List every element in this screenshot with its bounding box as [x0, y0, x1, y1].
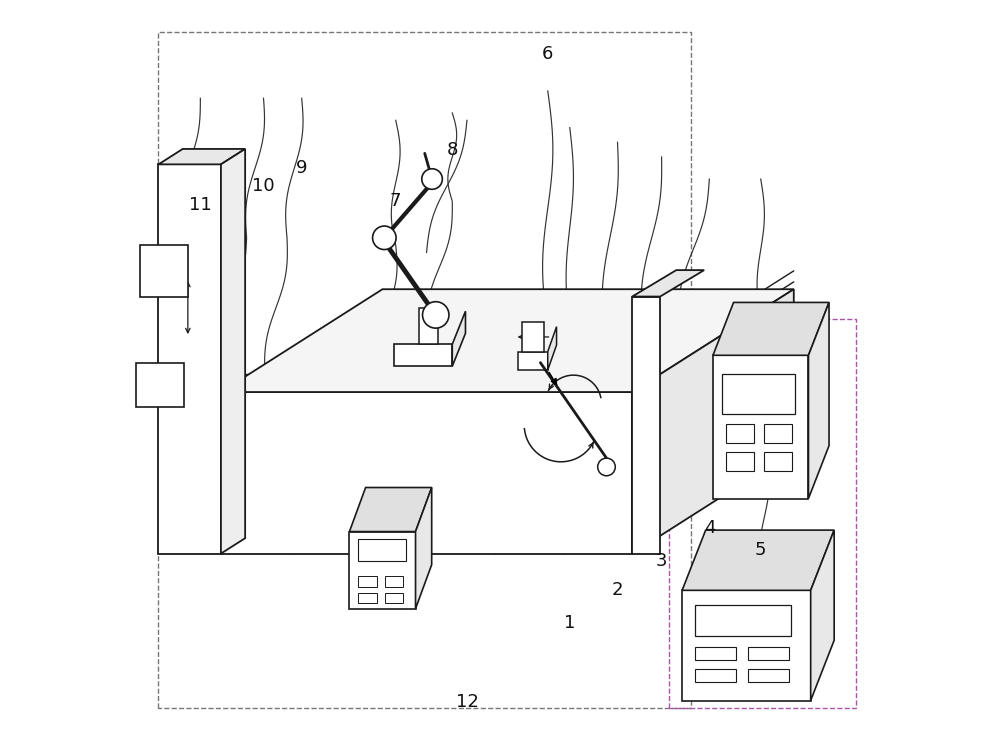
Polygon shape	[632, 297, 660, 554]
Circle shape	[423, 302, 449, 328]
Bar	[518, 352, 548, 370]
Bar	[748, 669, 789, 682]
Text: 11: 11	[189, 196, 212, 214]
Bar	[385, 576, 403, 587]
Polygon shape	[452, 312, 465, 366]
Polygon shape	[158, 164, 221, 554]
Text: 7: 7	[390, 192, 401, 210]
Bar	[695, 669, 736, 682]
Bar	[385, 593, 403, 603]
Bar	[140, 245, 188, 297]
Polygon shape	[632, 289, 794, 554]
Polygon shape	[808, 303, 829, 499]
Bar	[394, 344, 452, 366]
Polygon shape	[221, 392, 632, 554]
Text: 1: 1	[564, 614, 575, 633]
Bar	[522, 322, 544, 351]
Polygon shape	[632, 270, 704, 297]
Text: 10: 10	[252, 178, 275, 195]
Bar	[136, 363, 184, 407]
Polygon shape	[158, 149, 245, 164]
Bar	[726, 424, 754, 443]
Polygon shape	[713, 303, 829, 355]
Polygon shape	[416, 488, 432, 609]
Text: 4: 4	[704, 519, 715, 537]
Polygon shape	[682, 530, 834, 591]
Polygon shape	[811, 530, 834, 701]
Bar	[358, 539, 406, 561]
Bar	[358, 593, 377, 603]
Text: 3: 3	[656, 552, 667, 570]
Bar	[349, 531, 416, 609]
Bar	[695, 647, 736, 660]
Polygon shape	[548, 326, 557, 370]
Text: 8: 8	[447, 141, 458, 158]
Bar	[764, 424, 792, 443]
Text: 9: 9	[296, 159, 307, 177]
Bar	[358, 576, 377, 587]
Circle shape	[598, 458, 615, 476]
Bar	[726, 452, 754, 471]
Circle shape	[422, 169, 442, 189]
Bar	[682, 591, 811, 701]
Text: 5: 5	[755, 541, 766, 559]
Bar	[713, 355, 808, 499]
Bar	[695, 605, 791, 636]
Text: 2: 2	[612, 582, 623, 599]
Bar	[764, 452, 792, 471]
Text: 6: 6	[542, 45, 553, 63]
Bar	[722, 374, 795, 414]
Bar	[748, 647, 789, 660]
Polygon shape	[221, 149, 245, 554]
Bar	[419, 308, 438, 344]
Polygon shape	[221, 289, 794, 392]
Polygon shape	[349, 488, 432, 531]
Circle shape	[373, 226, 396, 249]
Text: 12: 12	[456, 693, 478, 711]
